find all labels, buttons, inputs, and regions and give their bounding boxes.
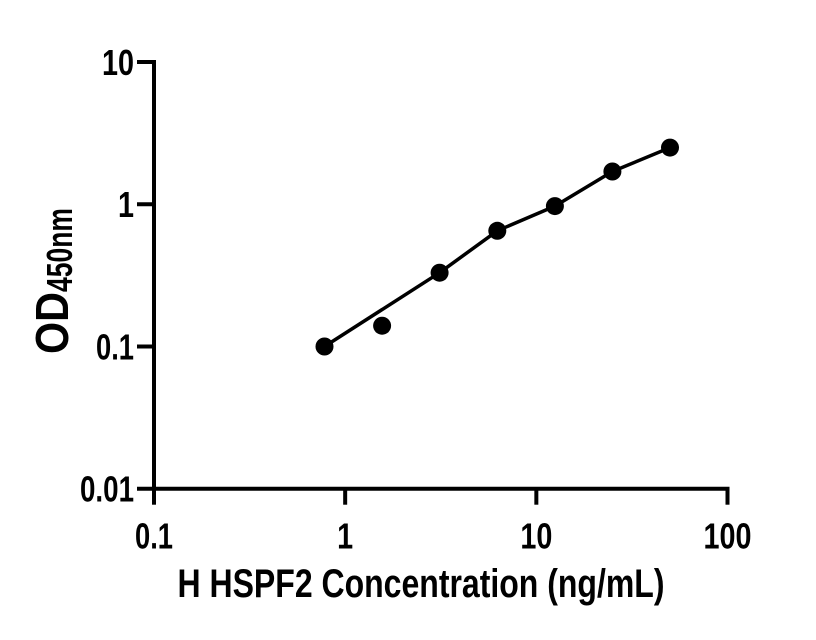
data-point xyxy=(661,138,679,157)
y-axis-title-subscript: 450nm xyxy=(39,208,80,292)
axes xyxy=(152,60,730,491)
x-tick-label: 1 xyxy=(337,516,353,557)
data-point xyxy=(315,337,334,356)
y-tick-label: 10 xyxy=(102,42,134,83)
fit-curve-line xyxy=(322,145,672,349)
x-axis-title: H HSPF2 Concentration (ng/mL) xyxy=(178,562,665,606)
y-tick-label: 1 xyxy=(118,184,134,225)
data-point xyxy=(603,162,622,181)
tick-marks xyxy=(137,60,730,505)
y-tick-label: 0.1 xyxy=(96,326,134,367)
data-point xyxy=(488,221,507,240)
x-tick-label: 0.1 xyxy=(135,516,173,557)
data-series xyxy=(315,138,679,356)
data-point xyxy=(430,263,449,282)
y-axis-title: OD450nm xyxy=(26,208,80,354)
x-tick-label: 10 xyxy=(520,516,552,557)
y-axis-title-main: OD xyxy=(26,292,78,354)
data-point xyxy=(373,316,392,335)
y-tick-label: 0.01 xyxy=(80,469,134,510)
data-point xyxy=(545,197,564,216)
x-tick-label: 100 xyxy=(704,516,752,557)
